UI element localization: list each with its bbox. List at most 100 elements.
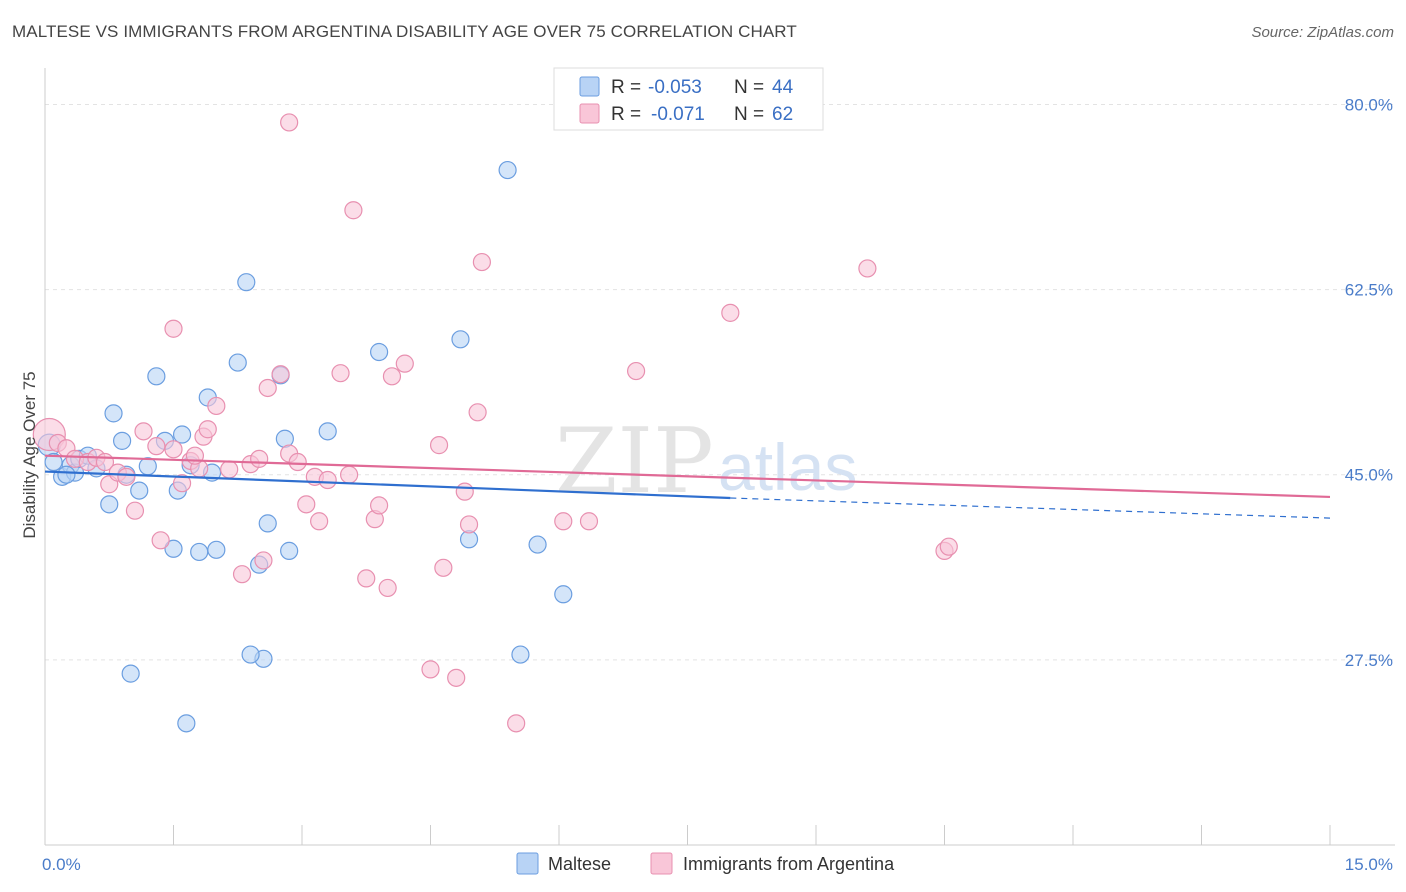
argentina-point [318, 470, 337, 490]
argentina-point [147, 437, 166, 456]
argentina-point [395, 354, 414, 373]
argentina-point [554, 512, 573, 531]
x-tick-label: 15.0% [1345, 855, 1393, 874]
maltese-point [104, 404, 123, 423]
argentina-point [254, 551, 273, 570]
argentina-trend-line [44, 454, 1331, 499]
maltese-trend-line [44, 470, 731, 500]
maltese-point [44, 452, 63, 472]
maltese-point [528, 535, 547, 554]
watermark-atlas: atlas [718, 430, 857, 504]
argentina-point [207, 396, 226, 416]
argentina-point [134, 422, 153, 441]
maltese-point [164, 539, 183, 558]
argentina-point [310, 512, 329, 531]
argentina-point [331, 364, 350, 383]
trend-lines [44, 454, 1331, 519]
argentina-point [164, 440, 183, 459]
maltese-point [138, 457, 157, 476]
argentina-point [579, 512, 599, 531]
maltese-point [241, 645, 260, 664]
maltese-point [207, 540, 226, 559]
argentina-point [421, 660, 440, 679]
maltese-trend-extension [730, 497, 1331, 519]
legend-r-label: R = [611, 77, 641, 98]
maltese-point [130, 481, 149, 500]
argentina-point [378, 578, 397, 598]
maltese-point [147, 367, 166, 386]
argentina-point [626, 361, 646, 381]
legend-r-label: R = [611, 104, 641, 125]
argentina-point [164, 319, 183, 338]
maltese-point [100, 495, 119, 514]
legend-swatch-maltese [516, 852, 539, 875]
argentina-point [429, 436, 449, 455]
data-points [32, 113, 958, 733]
argentina-point [172, 474, 192, 493]
legend-r-value: -0.071 [651, 104, 705, 125]
argentina-point [468, 403, 487, 422]
y-axis-label: Disability Age Over 75 [20, 371, 39, 538]
argentina-point [340, 465, 359, 484]
argentina-point [721, 303, 740, 322]
legend-r-value: -0.053 [648, 77, 702, 98]
maltese-point [177, 714, 196, 733]
legend-label-maltese: Maltese [548, 854, 611, 874]
argentina-point [232, 565, 252, 584]
maltese-point [451, 330, 470, 349]
argentina-point [858, 259, 877, 278]
chart-title: MALTESE VS IMMIGRANTS FROM ARGENTINA DIS… [12, 22, 797, 41]
legend-label-argentina: Immigrants from Argentina [683, 854, 895, 874]
y-tick-label: 62.5% [1345, 281, 1393, 300]
argentina-point [288, 452, 307, 472]
argentina-point [507, 714, 526, 733]
maltese-point [121, 664, 140, 683]
maltese-point [511, 645, 530, 664]
argentina-point [434, 558, 453, 577]
argentina-point [220, 460, 239, 479]
legend-swatch-maltese [579, 76, 600, 97]
tick-labels: 27.5% 45.0% 62.5% 80.0% 0.0% 15.0% [42, 95, 1393, 874]
legend-swatch-argentina [579, 103, 600, 124]
argentina-point [271, 365, 290, 384]
maltese-point [280, 541, 299, 560]
maltese-point [237, 273, 256, 292]
maltese-point [498, 160, 517, 180]
argentina-point [198, 420, 217, 439]
watermark-zip: ZIP [555, 409, 714, 514]
argentina-point [370, 496, 389, 515]
maltese-point [57, 465, 76, 484]
source-label: Source: ZipAtlas.com [1251, 24, 1394, 41]
legend-top: R = -0.053 N = 44 R = -0.071 N = 62 [553, 67, 824, 131]
maltese-point [318, 422, 337, 441]
argentina-point [250, 449, 269, 468]
legend-swatch-argentina [650, 852, 673, 875]
argentina-point [280, 113, 299, 132]
argentina-point [125, 501, 145, 520]
argentina-point [297, 495, 316, 514]
legend-n-label: N = [734, 77, 764, 98]
maltese-point [190, 542, 209, 562]
y-tick-label: 27.5% [1345, 651, 1393, 670]
argentina-point [357, 569, 376, 588]
argentina-point [939, 537, 958, 556]
argentina-point [151, 531, 170, 550]
legend-n-label: N = [734, 104, 764, 125]
argentina-point [472, 252, 491, 272]
legend-n-value: 44 [772, 77, 794, 98]
argentina-point [459, 515, 479, 534]
argentina-point [117, 467, 136, 486]
maltese-point [228, 353, 247, 372]
x-tick-label: 0.0% [42, 855, 81, 874]
y-tick-label: 80.0% [1345, 95, 1393, 114]
maltese-point [370, 342, 389, 362]
maltese-point [112, 431, 132, 450]
maltese-point [258, 514, 277, 533]
legend-bottom: Maltese Immigrants from Argentina [516, 852, 895, 875]
y-tick-label: 45.0% [1345, 466, 1393, 485]
legend-n-value: 62 [772, 104, 793, 125]
argentina-point [382, 367, 402, 386]
argentina-point [447, 668, 466, 687]
argentina-point [344, 201, 363, 220]
